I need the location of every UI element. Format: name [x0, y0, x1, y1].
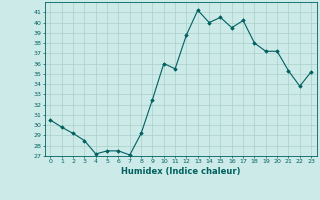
X-axis label: Humidex (Indice chaleur): Humidex (Indice chaleur)	[121, 167, 241, 176]
